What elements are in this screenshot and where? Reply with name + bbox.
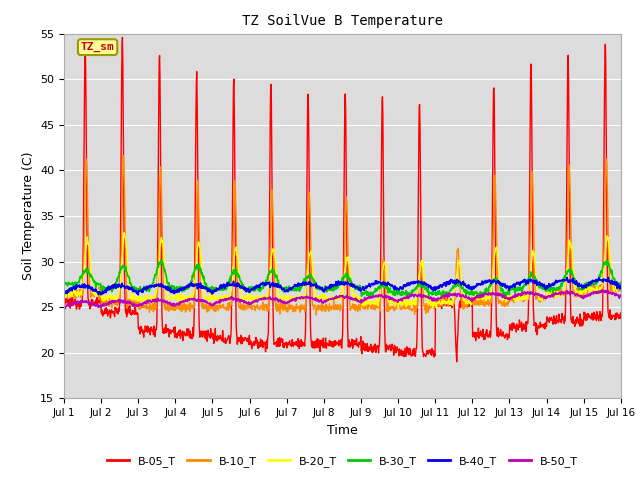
B-30_T xyxy=(502,293,510,299)
B-50_T xyxy=(61,306,69,312)
B-30_T xyxy=(552,286,559,292)
B-40_T xyxy=(60,288,68,294)
B-40_T xyxy=(246,287,254,292)
B-50_T xyxy=(171,303,179,309)
Line: B-10_T: B-10_T xyxy=(64,156,621,315)
B-30_T xyxy=(157,257,164,263)
B-30_T xyxy=(366,294,374,300)
B-10_T xyxy=(60,290,68,296)
B-40_T xyxy=(184,284,192,290)
B-20_T xyxy=(60,293,68,299)
B-20_T xyxy=(617,282,625,288)
B-20_T xyxy=(502,298,510,303)
B-20_T xyxy=(184,293,192,299)
B-10_T xyxy=(502,298,510,304)
B-30_T xyxy=(60,280,68,286)
B-30_T xyxy=(246,288,254,293)
B-05_T xyxy=(60,300,68,306)
B-50_T xyxy=(551,290,559,296)
B-30_T xyxy=(171,286,179,292)
Line: B-50_T: B-50_T xyxy=(64,290,621,309)
B-20_T xyxy=(552,293,559,299)
B-40_T xyxy=(429,286,437,291)
B-05_T xyxy=(453,359,461,365)
Text: TZ_sm: TZ_sm xyxy=(81,42,115,52)
B-05_T xyxy=(429,350,437,356)
Y-axis label: Soil Temperature (C): Soil Temperature (C) xyxy=(22,152,35,280)
B-20_T xyxy=(429,298,437,303)
B-05_T xyxy=(246,342,254,348)
B-10_T xyxy=(120,153,127,158)
B-05_T xyxy=(184,330,192,336)
B-10_T xyxy=(429,305,437,311)
B-20_T xyxy=(246,292,254,298)
Title: TZ SoilVue B Temperature: TZ SoilVue B Temperature xyxy=(242,14,443,28)
Line: B-05_T: B-05_T xyxy=(64,37,621,362)
B-40_T xyxy=(551,279,559,285)
B-40_T xyxy=(502,284,509,290)
B-05_T xyxy=(552,315,559,321)
B-05_T xyxy=(502,332,510,337)
B-20_T xyxy=(394,305,402,311)
B-05_T xyxy=(617,310,625,316)
B-05_T xyxy=(118,35,126,40)
B-20_T xyxy=(171,293,179,299)
X-axis label: Time: Time xyxy=(327,424,358,437)
B-50_T xyxy=(598,287,605,293)
B-05_T xyxy=(171,334,179,340)
B-10_T xyxy=(552,289,559,295)
B-50_T xyxy=(246,300,254,306)
B-40_T xyxy=(617,285,625,290)
B-20_T xyxy=(120,230,128,236)
B-50_T xyxy=(429,298,437,304)
B-30_T xyxy=(429,291,437,297)
B-30_T xyxy=(184,285,192,291)
B-40_T xyxy=(563,275,571,280)
Line: B-40_T: B-40_T xyxy=(64,277,621,295)
Line: B-30_T: B-30_T xyxy=(64,260,621,297)
B-50_T xyxy=(184,297,192,303)
B-10_T xyxy=(184,306,192,312)
B-10_T xyxy=(617,287,625,293)
B-10_T xyxy=(171,303,179,309)
B-50_T xyxy=(60,304,68,310)
B-40_T xyxy=(97,292,104,298)
B-30_T xyxy=(617,281,625,287)
Legend: B-05_T, B-10_T, B-20_T, B-30_T, B-40_T, B-50_T: B-05_T, B-10_T, B-20_T, B-30_T, B-40_T, … xyxy=(102,451,582,471)
B-40_T xyxy=(171,290,179,296)
Line: B-20_T: B-20_T xyxy=(64,233,621,308)
B-50_T xyxy=(502,295,509,301)
B-10_T xyxy=(246,303,254,309)
B-50_T xyxy=(617,292,625,298)
B-10_T xyxy=(312,312,320,318)
